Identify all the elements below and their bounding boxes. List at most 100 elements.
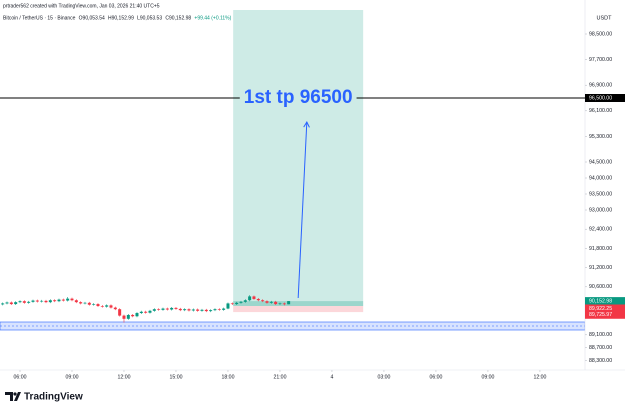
y-tick-label: 98,500.00 — [589, 31, 612, 37]
candle-body — [274, 301, 278, 305]
candle-body — [204, 309, 208, 312]
candle-body — [61, 299, 65, 301]
candle-body — [126, 314, 130, 319]
ohlc-o: O90,053.54 — [79, 15, 105, 21]
candle-body — [35, 300, 39, 302]
x-tick-label: 21:00 — [273, 374, 286, 380]
candle-body — [109, 305, 113, 308]
candle-body — [5, 302, 9, 304]
candle-body — [265, 301, 269, 303]
target-price-label: 96,500.00 — [589, 95, 612, 101]
candle-body — [92, 304, 96, 305]
position-pnl — [233, 301, 364, 306]
y-tick-label: 93,000.00 — [589, 207, 612, 213]
brand: TradingView — [24, 392, 83, 403]
candle-body — [87, 302, 91, 305]
x-tick-label: 4 — [331, 374, 334, 380]
candle-body — [222, 308, 226, 310]
candle-body — [74, 300, 78, 303]
y-tick-label: 90,600.00 — [589, 284, 612, 290]
plot-area — [0, 10, 585, 331]
y-tick-label: 94,500.00 — [589, 159, 612, 165]
candle-body — [96, 304, 100, 306]
candle-body — [40, 300, 44, 302]
candle-body — [70, 298, 74, 301]
candle-body — [187, 309, 191, 311]
ohlc-change: +99.44 (+0.11%) — [194, 15, 231, 21]
candle-body — [122, 315, 126, 319]
candle-body — [48, 300, 52, 303]
candle-body — [239, 301, 243, 303]
candle-body — [148, 310, 152, 313]
candle-body — [18, 301, 22, 303]
price-label: 89,922.25 — [589, 306, 612, 312]
x-tick-label: 12:00 — [533, 374, 546, 380]
candle-body — [14, 302, 18, 305]
candle-body — [170, 307, 174, 310]
x-tick-label: 09:00 — [66, 374, 79, 380]
candle-body — [144, 311, 148, 313]
y-tick-label: 93,500.00 — [589, 191, 612, 197]
position-stop — [233, 306, 364, 313]
ohlc-c: C90,152.98 — [165, 15, 191, 21]
candle-body — [157, 309, 161, 310]
candle-body — [135, 313, 139, 317]
x-tick-label: 15:00 — [169, 374, 182, 380]
author-line: prtrader562 created with TradingView.com… — [3, 3, 160, 9]
x-tick-label: 06:00 — [14, 374, 27, 380]
candle-body — [113, 307, 117, 310]
price-label: 90,152.98 — [589, 298, 612, 304]
candle-body — [79, 302, 83, 304]
candle-body — [269, 301, 273, 303]
candle-body — [44, 300, 48, 303]
candle-body — [1, 303, 5, 305]
candle-body — [165, 308, 169, 310]
candle-body — [196, 309, 200, 311]
candle-body — [217, 309, 221, 310]
x-tick-label: 18:00 — [221, 374, 234, 380]
candle-body — [161, 308, 165, 310]
candle-body — [100, 306, 104, 307]
candle-body — [118, 309, 122, 316]
candle-body — [27, 301, 31, 303]
candle-body — [174, 307, 178, 309]
candle-body — [31, 300, 35, 302]
candle-body — [57, 299, 61, 302]
x-tick-label: 09:00 — [481, 374, 494, 380]
candle-body — [131, 314, 135, 317]
candle-body — [139, 311, 143, 314]
ohlc-l: L90,053.53 — [137, 15, 162, 21]
target-price-box — [585, 94, 625, 102]
candle-body — [178, 308, 182, 311]
candle-body — [200, 309, 204, 311]
currency: USDT — [597, 15, 613, 21]
candle-body — [183, 309, 187, 311]
price-label: 89,725.97 — [589, 312, 612, 318]
price-label-box — [585, 310, 625, 319]
arrow-head — [303, 120, 310, 128]
y-tick-label: 89,100.00 — [589, 332, 612, 338]
target-text: 1st tp 96500 — [244, 87, 353, 108]
candle-body — [261, 300, 265, 302]
candle-body — [83, 302, 87, 304]
candle-body — [287, 301, 291, 305]
y-tick-label: 88,700.00 — [589, 345, 612, 351]
candle-body — [209, 310, 213, 312]
candle-body — [248, 296, 252, 301]
candle-body — [230, 303, 234, 305]
candle-body — [105, 305, 109, 307]
candle-body — [22, 301, 26, 303]
symbol-line: Bitcoin / TetherUS · 15 · Binance — [3, 15, 76, 21]
y-tick-label: 96,900.00 — [589, 83, 612, 89]
candle-body — [243, 300, 247, 302]
candle-body — [252, 296, 256, 299]
y-tick-label: 97,700.00 — [589, 57, 612, 63]
arrow-shaft — [297, 121, 308, 299]
candle-body — [282, 303, 286, 305]
candle-body — [66, 298, 70, 301]
brand-logo — [5, 392, 21, 401]
candle-body — [278, 303, 282, 305]
x-tick-label: 06:00 — [429, 374, 442, 380]
y-tick-label: 91,200.00 — [589, 265, 612, 271]
